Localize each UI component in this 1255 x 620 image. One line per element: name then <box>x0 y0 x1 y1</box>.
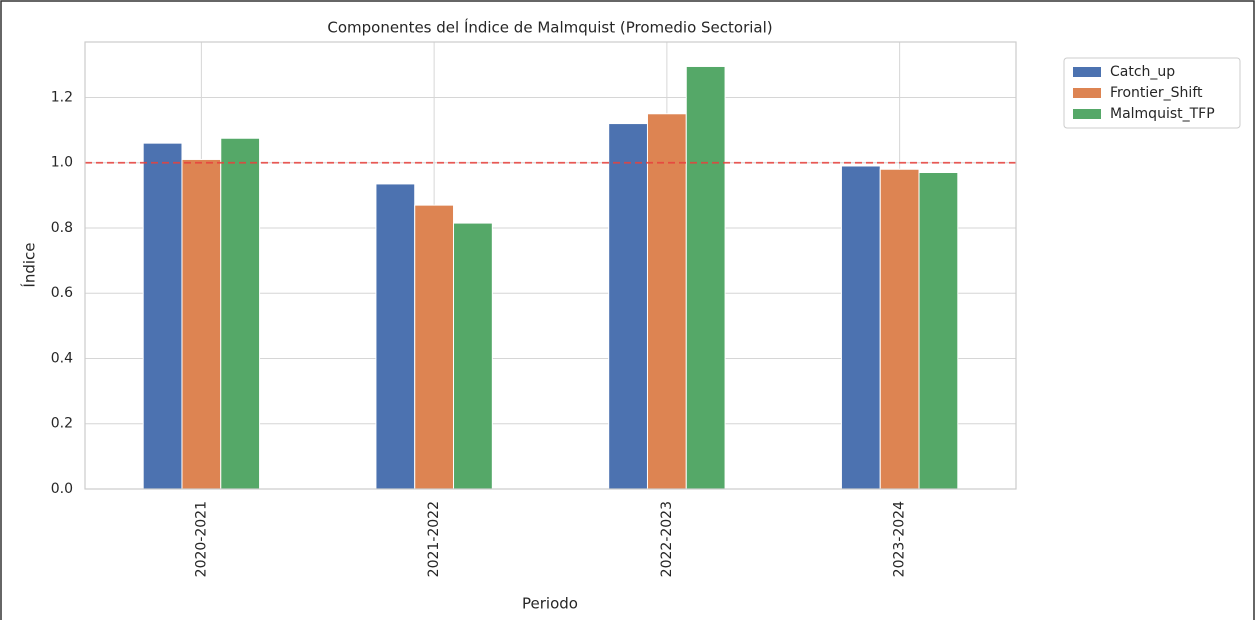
legend-label: Frontier_Shift <box>1110 85 1203 101</box>
x-axis-label: Periodo <box>522 595 578 613</box>
legend-swatch <box>1073 88 1101 98</box>
y-tick-label: 0.0 <box>51 481 73 497</box>
legend-swatch <box>1073 67 1101 77</box>
bar <box>142 142 183 490</box>
y-axis-label: Índice <box>20 242 39 287</box>
x-tick-label: 2023-2024 <box>892 501 908 577</box>
legend-box <box>1063 57 1241 129</box>
bar <box>879 168 920 490</box>
bar <box>608 123 648 490</box>
bar <box>685 65 726 490</box>
bar <box>646 113 687 490</box>
legend-label: Catch_up <box>1110 64 1175 80</box>
bar <box>918 172 959 490</box>
bar <box>375 183 416 490</box>
x-tick-label: 2021-2022 <box>426 501 442 577</box>
y-tick-label: 1.2 <box>51 89 73 105</box>
chart-title: Componentes del Índice de Malmquist (Pro… <box>327 18 772 37</box>
y-tick-label: 0.8 <box>51 220 73 236</box>
bar <box>181 158 222 490</box>
bar <box>414 204 455 490</box>
y-tick-label: 0.6 <box>51 285 73 301</box>
y-tick-label: 0.4 <box>51 350 73 366</box>
x-tick-label: 2020-2021 <box>193 501 209 577</box>
x-tick-label: 2022-2023 <box>659 501 675 577</box>
y-tick-label: 1.0 <box>51 155 73 171</box>
plot-frame <box>84 41 1017 490</box>
legend-swatch <box>1073 109 1101 119</box>
legend-label: Malmquist_TFP <box>1110 106 1215 122</box>
bar <box>220 137 261 490</box>
bar <box>840 165 881 490</box>
y-tick-label: 0.2 <box>51 416 73 432</box>
bar <box>453 222 493 490</box>
